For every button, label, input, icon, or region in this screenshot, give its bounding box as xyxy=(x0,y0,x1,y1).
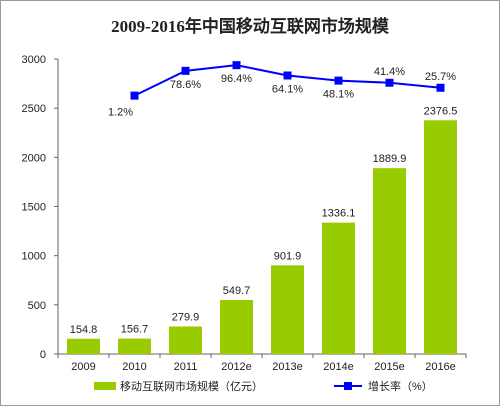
growth-point xyxy=(181,66,190,75)
bar xyxy=(373,168,406,354)
y-tick-label: 2500 xyxy=(22,103,46,115)
bar-value-label: 2376.5 xyxy=(424,105,458,117)
growth-value-label: 48.1% xyxy=(323,89,354,101)
bar xyxy=(118,338,151,354)
bar-value-label: 1336.1 xyxy=(322,208,356,220)
growth-point xyxy=(385,78,394,87)
growth-value-label: 96.4% xyxy=(221,73,252,85)
y-tick-label: 500 xyxy=(28,300,46,312)
bar-value-label: 901.9 xyxy=(274,250,302,262)
y-tick-label: 0 xyxy=(40,349,46,361)
x-tick-label: 2015e xyxy=(374,361,405,373)
bar-value-label: 549.7 xyxy=(223,285,251,297)
growth-line-series: 1.2% 78.6% 96.4% 64.1% 48.1% 41.4% 25.7% xyxy=(108,61,456,119)
bar xyxy=(271,265,304,354)
bar-value-label: 279.9 xyxy=(172,311,200,323)
legend-label-bar: 移动互联网市场规模（亿元） xyxy=(120,379,263,393)
legend-swatch-bar xyxy=(94,382,116,390)
legend-label-line: 增长率（%） xyxy=(368,379,433,393)
growth-value-label: 41.4% xyxy=(374,66,405,78)
bar-series: 154.8 156.7 279.9 549.7 901.9 1336.1 1889.9 237… xyxy=(67,105,457,354)
growth-point xyxy=(232,61,241,70)
y-tick-label: 2000 xyxy=(22,152,46,164)
x-tick-label: 2016e xyxy=(425,361,456,373)
y-tick-label: 1000 xyxy=(22,251,46,263)
growth-value-label: 25.7% xyxy=(425,71,456,83)
x-tick-label: 2013e xyxy=(272,361,303,373)
bar-value-label: 1889.9 xyxy=(373,153,407,165)
x-tick-label: 2009 xyxy=(71,361,95,373)
growth-point xyxy=(436,83,445,92)
x-tick-label: 2011 xyxy=(174,361,198,373)
bar-value-label: 156.7 xyxy=(121,324,149,336)
growth-point xyxy=(130,91,139,100)
chart-title: 2009-2016年中国移动互联网市场规模 xyxy=(111,16,390,36)
bar xyxy=(169,326,202,354)
y-tick-label: 3000 xyxy=(22,54,46,66)
x-tick-label: 2014e xyxy=(323,361,354,373)
legend-swatch-marker xyxy=(344,382,352,390)
growth-point xyxy=(334,76,343,85)
growth-value-label: 1.2% xyxy=(108,107,133,119)
bar xyxy=(322,222,355,354)
growth-value-label: 64.1% xyxy=(272,83,303,95)
growth-value-label: 78.6% xyxy=(170,79,201,91)
legend: 移动互联网市场规模（亿元） 增长率（%） xyxy=(94,379,433,393)
bar xyxy=(220,299,253,354)
x-tick-label: 2010 xyxy=(122,361,146,373)
x-tick-label: 2012e xyxy=(221,361,252,373)
bar xyxy=(67,338,100,354)
growth-point xyxy=(283,71,292,80)
y-tick-label: 1500 xyxy=(22,202,46,214)
bar xyxy=(424,120,457,354)
bar-value-label: 154.8 xyxy=(70,324,98,336)
